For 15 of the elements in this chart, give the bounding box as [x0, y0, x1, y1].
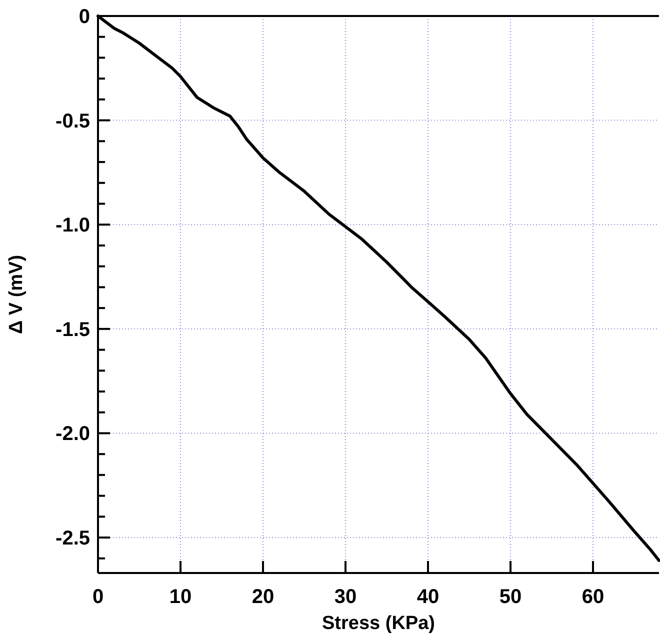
x-axis-title: Stress (KPa) [322, 613, 435, 634]
x-tick-label: 60 [582, 586, 604, 608]
y-tick-label: -1.5 [56, 318, 90, 341]
x-tick-label: 20 [252, 586, 274, 608]
x-tick-label: 10 [169, 586, 192, 608]
x-tick-label: 30 [334, 586, 357, 608]
y-axis-title: Δ V (mV) [6, 254, 27, 334]
y-tick-label: 0 [78, 6, 90, 28]
x-tick-label: 0 [92, 586, 104, 608]
y-tick-label: -1.0 [56, 214, 90, 237]
x-tick-label: 50 [499, 586, 522, 608]
y-tick-label: -2.0 [56, 423, 90, 446]
x-tick-label: 40 [416, 586, 440, 608]
y-tick-label: -0.5 [56, 110, 90, 132]
y-tick-label: -2.5 [56, 528, 90, 550]
